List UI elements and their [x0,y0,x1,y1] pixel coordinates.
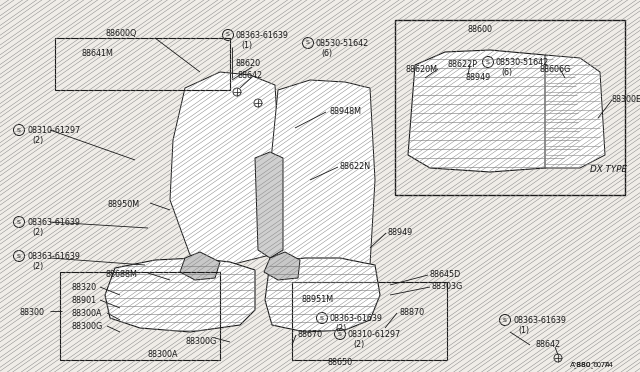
Text: (1): (1) [518,326,529,335]
Text: 88642: 88642 [535,340,560,349]
Text: 88901: 88901 [72,296,97,305]
Bar [60,272,220,360]
Text: 88606G: 88606G [540,65,572,74]
Text: 88600: 88600 [467,25,493,34]
Polygon shape [270,80,375,272]
Text: 88300E: 88300E [612,95,640,104]
Polygon shape [408,50,580,172]
Text: S: S [17,253,21,259]
Text: 08530-51642: 08530-51642 [496,58,549,67]
Text: 88650: 88650 [328,358,353,367]
Text: 88642: 88642 [238,71,263,80]
Text: 88645D: 88645D [430,270,461,279]
Text: 08310-61297: 08310-61297 [27,126,80,135]
Text: S: S [503,317,507,323]
Text: 88870: 88870 [400,308,425,317]
Text: S: S [226,32,230,38]
Text: 88951M: 88951M [302,295,334,304]
Text: (2): (2) [32,228,44,237]
Text: 08530-51642: 08530-51642 [316,39,369,48]
Text: 88622P: 88622P [448,60,478,69]
Text: 88300G: 88300G [72,322,103,331]
Text: S: S [17,219,21,224]
Text: ^880^0.74: ^880^0.74 [570,362,613,368]
Text: 88303G: 88303G [432,282,463,291]
Text: 08310-61297: 08310-61297 [348,330,401,339]
Text: (2): (2) [335,324,346,333]
Text: 08363-61639: 08363-61639 [330,314,383,323]
Text: (1): (1) [241,41,252,50]
Bar [395,20,625,195]
Text: 08363-61639: 08363-61639 [27,218,80,227]
Text: 88622N: 88622N [340,162,371,171]
Polygon shape [180,252,220,280]
Text: S: S [306,41,310,45]
Text: 88300: 88300 [20,308,45,317]
Text: S: S [17,128,21,132]
Text: S: S [486,60,490,64]
Polygon shape [170,72,280,265]
Text: (6): (6) [501,68,512,77]
Text: 88641M: 88641M [82,49,114,58]
Polygon shape [545,55,605,168]
Polygon shape [105,258,255,332]
Text: 88620M: 88620M [406,65,438,74]
Text: DX TYPE: DX TYPE [590,165,627,174]
Text: (6): (6) [321,49,332,58]
Text: 88620: 88620 [236,59,261,68]
Text: 88949: 88949 [388,228,413,237]
Polygon shape [255,152,283,258]
Text: A‸880‸0.74: A‸880‸0.74 [570,362,611,369]
Text: 88600Q: 88600Q [105,29,136,38]
Text: 88948M: 88948M [330,107,362,116]
Text: 08363-61639: 08363-61639 [236,31,289,40]
Text: 88300A: 88300A [72,309,102,318]
Bar [292,282,447,360]
Text: 88320: 88320 [72,283,97,292]
Bar [55,38,230,90]
Text: 08363-61639: 08363-61639 [27,252,80,261]
Text: 88950M: 88950M [108,200,140,209]
Text: 08363-61639: 08363-61639 [513,316,566,325]
Text: 88300A: 88300A [148,350,179,359]
Polygon shape [265,258,380,332]
Text: 88949: 88949 [466,73,492,82]
Text: (2): (2) [353,340,364,349]
Polygon shape [264,252,300,280]
Text: 88300G: 88300G [185,337,216,346]
Text: S: S [320,315,324,321]
Text: 88688M: 88688M [105,270,137,279]
Text: (2): (2) [32,136,44,145]
Text: S: S [338,331,342,337]
Text: 88670: 88670 [298,330,323,339]
Text: (2): (2) [32,262,44,271]
